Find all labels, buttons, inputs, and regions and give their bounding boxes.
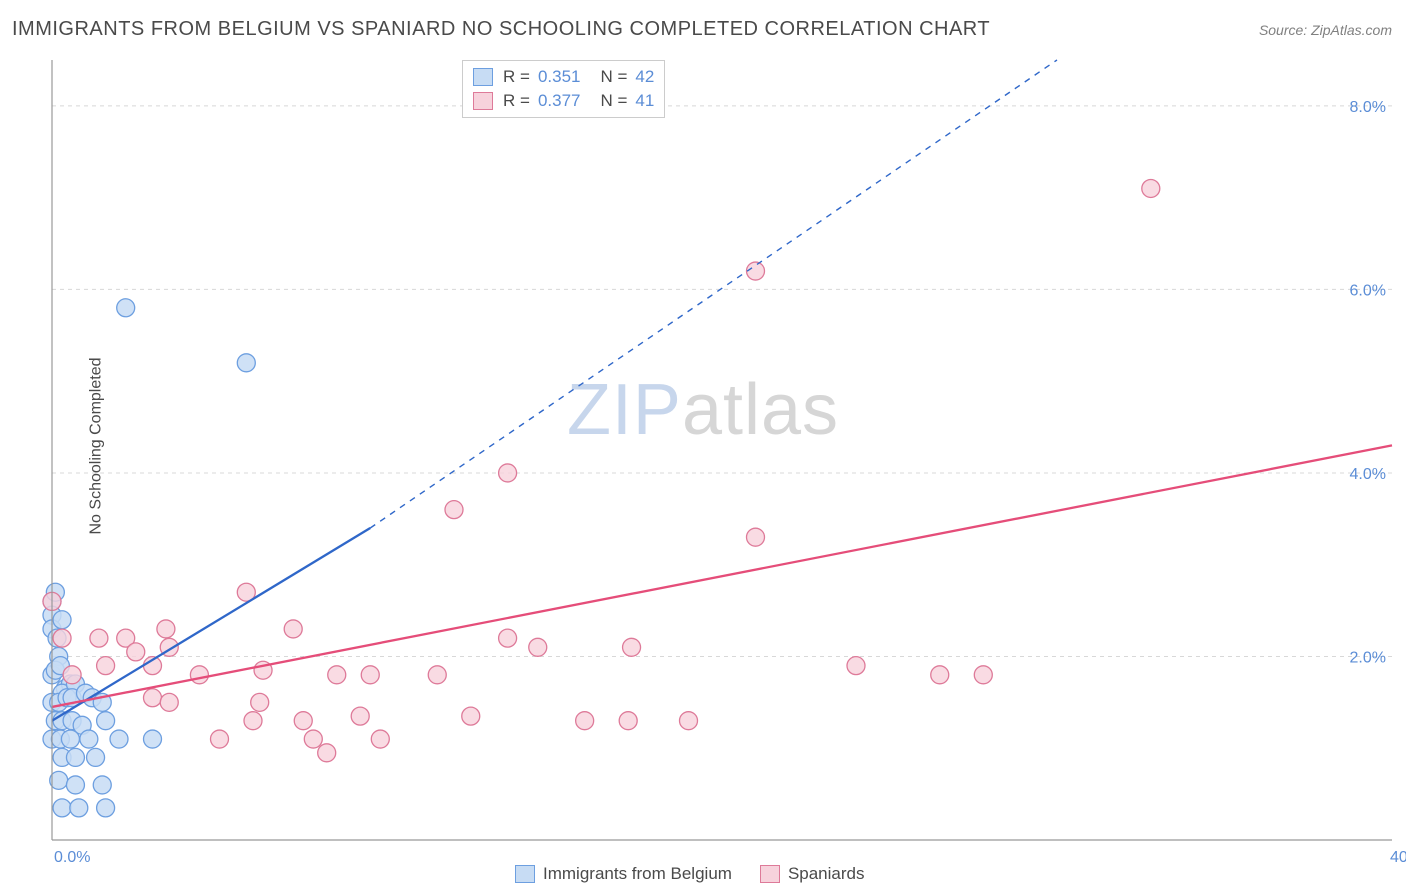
svg-text:40.0%: 40.0% xyxy=(1390,849,1406,866)
legend-series-label: Spaniards xyxy=(788,864,865,884)
chart-title: IMMIGRANTS FROM BELGIUM VS SPANIARD NO S… xyxy=(12,18,990,41)
legend-series: Immigrants from Belgium Spaniards xyxy=(515,864,865,884)
svg-text:8.0%: 8.0% xyxy=(1350,99,1386,116)
legend-series-item: Spaniards xyxy=(760,864,865,884)
chart-container: IMMIGRANTS FROM BELGIUM VS SPANIARD NO S… xyxy=(0,0,1406,892)
legend-correlation-row: R = 0.351 N = 42 xyxy=(473,65,654,89)
legend-series-label: Immigrants from Belgium xyxy=(543,864,732,884)
svg-text:4.0%: 4.0% xyxy=(1350,466,1386,483)
legend-swatch xyxy=(473,92,493,110)
legend-n-value: 42 xyxy=(635,67,654,87)
svg-text:2.0%: 2.0% xyxy=(1350,649,1386,666)
legend-swatch xyxy=(760,865,780,883)
legend-swatch xyxy=(515,865,535,883)
gridlines xyxy=(52,106,1392,657)
legend-swatch xyxy=(473,68,493,86)
plot-area: 2.0%4.0%6.0%8.0% 0.0%40.0% xyxy=(52,60,1392,840)
svg-text:6.0%: 6.0% xyxy=(1350,282,1386,299)
legend-r-label: R = xyxy=(503,67,530,87)
legend-r-value: 0.377 xyxy=(538,91,581,111)
legend-r-label: R = xyxy=(503,91,530,111)
legend-n-value: 41 xyxy=(635,91,654,111)
scatter-points xyxy=(43,88,1160,817)
legend-n-label: N = xyxy=(600,91,627,111)
legend-n-label: N = xyxy=(600,67,627,87)
legend-correlation-row: R = 0.377 N = 41 xyxy=(473,89,654,113)
legend-correlation-box: R = 0.351 N = 42 R = 0.377 N = 41 xyxy=(462,60,665,118)
y-tick-labels: 2.0% 4.0% 6.0% 8.0% xyxy=(1350,99,1386,667)
legend-r-value: 0.351 xyxy=(538,67,581,87)
svg-text:0.0%: 0.0% xyxy=(54,849,90,866)
legend-series-item: Immigrants from Belgium xyxy=(515,864,732,884)
source-attribution: Source: ZipAtlas.com xyxy=(1259,22,1392,38)
regression-lines xyxy=(52,60,1392,721)
